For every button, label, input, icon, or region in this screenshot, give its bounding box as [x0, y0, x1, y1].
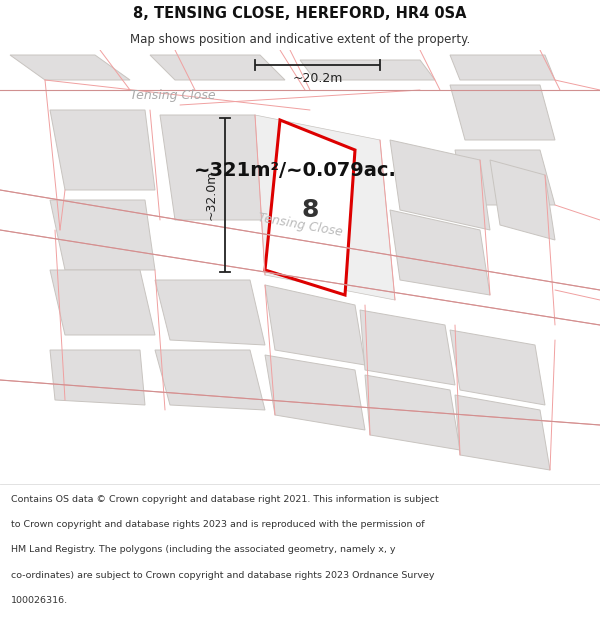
Polygon shape — [365, 375, 460, 450]
Polygon shape — [390, 140, 490, 230]
Polygon shape — [155, 280, 265, 345]
Text: to Crown copyright and database rights 2023 and is reproduced with the permissio: to Crown copyright and database rights 2… — [11, 520, 424, 529]
Polygon shape — [390, 210, 490, 295]
Text: ~32.0m: ~32.0m — [205, 170, 218, 220]
Text: 8: 8 — [301, 198, 319, 222]
Polygon shape — [255, 115, 395, 300]
Polygon shape — [450, 55, 555, 80]
Polygon shape — [455, 150, 555, 205]
Polygon shape — [150, 55, 285, 80]
Text: ~321m²/~0.079ac.: ~321m²/~0.079ac. — [194, 161, 397, 179]
Polygon shape — [10, 55, 130, 80]
Polygon shape — [155, 350, 265, 410]
Polygon shape — [0, 190, 600, 325]
Polygon shape — [0, 80, 60, 380]
Polygon shape — [50, 270, 155, 335]
Text: co-ordinates) are subject to Crown copyright and database rights 2023 Ordnance S: co-ordinates) are subject to Crown copyr… — [11, 571, 434, 579]
Polygon shape — [455, 395, 550, 470]
Polygon shape — [300, 60, 435, 80]
Text: HM Land Registry. The polygons (including the associated geometry, namely x, y: HM Land Registry. The polygons (includin… — [11, 545, 395, 554]
Polygon shape — [0, 50, 600, 110]
Text: Contains OS data © Crown copyright and database right 2021. This information is : Contains OS data © Crown copyright and d… — [11, 494, 439, 504]
Polygon shape — [360, 310, 455, 385]
Polygon shape — [555, 50, 600, 330]
Text: Tensing Close: Tensing Close — [130, 89, 215, 101]
Text: Map shows position and indicative extent of the property.: Map shows position and indicative extent… — [130, 32, 470, 46]
Text: ~20.2m: ~20.2m — [292, 72, 343, 86]
Text: 100026316.: 100026316. — [11, 596, 68, 605]
Polygon shape — [265, 120, 355, 295]
Polygon shape — [0, 380, 600, 480]
Polygon shape — [50, 110, 155, 190]
Polygon shape — [450, 330, 545, 405]
Polygon shape — [50, 200, 155, 270]
Polygon shape — [490, 160, 555, 240]
Text: 8, TENSING CLOSE, HEREFORD, HR4 0SA: 8, TENSING CLOSE, HEREFORD, HR4 0SA — [133, 6, 467, 21]
Polygon shape — [265, 355, 365, 430]
Polygon shape — [450, 85, 555, 140]
Polygon shape — [160, 115, 270, 220]
Polygon shape — [50, 350, 145, 405]
Polygon shape — [265, 285, 365, 365]
Text: Tensing Close: Tensing Close — [257, 211, 343, 239]
